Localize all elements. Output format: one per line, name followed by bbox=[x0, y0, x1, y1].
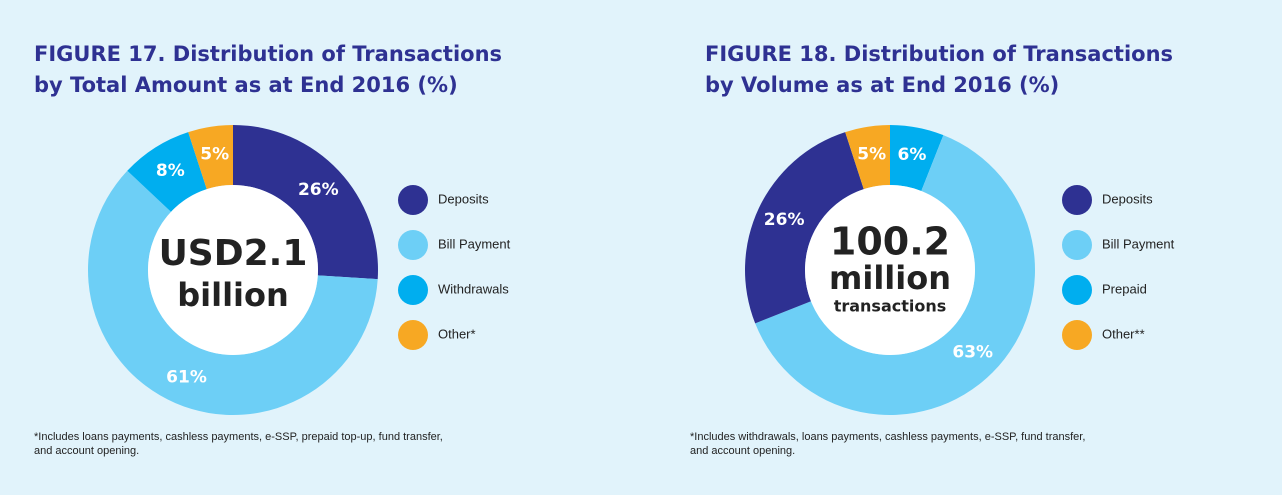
legend-swatch bbox=[1062, 275, 1092, 305]
center-text: million bbox=[829, 259, 951, 297]
legend-label: Bill Payment bbox=[1102, 236, 1175, 251]
value-label: 5% bbox=[200, 144, 229, 164]
donut-slice bbox=[845, 125, 890, 190]
value-label: 61% bbox=[166, 367, 207, 387]
donut-slice bbox=[890, 125, 944, 191]
value-label: 26% bbox=[764, 210, 805, 230]
chart-title: FIGURE 17. Distribution of Transactions bbox=[34, 42, 502, 66]
legend-label: Prepaid bbox=[1102, 281, 1147, 296]
chart-title: by Total Amount as at End 2016 (%) bbox=[34, 73, 458, 97]
legend-label: Deposits bbox=[1102, 191, 1153, 206]
footnote: and account opening. bbox=[34, 445, 139, 457]
footnote: and account opening. bbox=[690, 445, 795, 457]
legend-swatch bbox=[398, 275, 428, 305]
center-text: 100.2 bbox=[830, 220, 950, 264]
donut-slice bbox=[127, 132, 207, 212]
footnote: *Includes loans payments, cashless payme… bbox=[34, 431, 443, 443]
legend-swatch bbox=[1062, 230, 1092, 260]
legend-label: Other* bbox=[438, 326, 476, 341]
legend-swatch bbox=[398, 230, 428, 260]
chart-title: FIGURE 18. Distribution of Transactions bbox=[705, 42, 1173, 66]
legend-swatch bbox=[398, 185, 428, 215]
donut-slice bbox=[745, 132, 864, 324]
value-label: 8% bbox=[156, 161, 185, 181]
legend-label: Withdrawals bbox=[438, 281, 509, 296]
legend-swatch bbox=[1062, 185, 1092, 215]
donut-center bbox=[805, 185, 975, 355]
legend-swatch bbox=[398, 320, 428, 350]
donut-slice bbox=[87, 170, 378, 415]
center-text: USD2.1 bbox=[159, 233, 308, 274]
donut-slice bbox=[188, 125, 233, 190]
legend-label: Other** bbox=[1102, 326, 1145, 341]
value-label: 5% bbox=[857, 144, 886, 164]
center-text: transactions bbox=[834, 297, 947, 316]
donut-slice bbox=[233, 125, 378, 280]
chart-title: by Volume as at End 2016 (%) bbox=[705, 73, 1059, 97]
donut-center bbox=[148, 185, 318, 355]
value-label: 63% bbox=[952, 343, 993, 363]
legend-label: Bill Payment bbox=[438, 236, 511, 251]
legend-label: Deposits bbox=[438, 191, 489, 206]
legend-swatch bbox=[1062, 320, 1092, 350]
center-text: billion bbox=[177, 276, 289, 314]
value-label: 6% bbox=[897, 145, 926, 165]
donut-slice bbox=[755, 135, 1036, 415]
value-label: 26% bbox=[298, 180, 339, 200]
footnote: *Includes withdrawals, loans payments, c… bbox=[690, 431, 1085, 443]
